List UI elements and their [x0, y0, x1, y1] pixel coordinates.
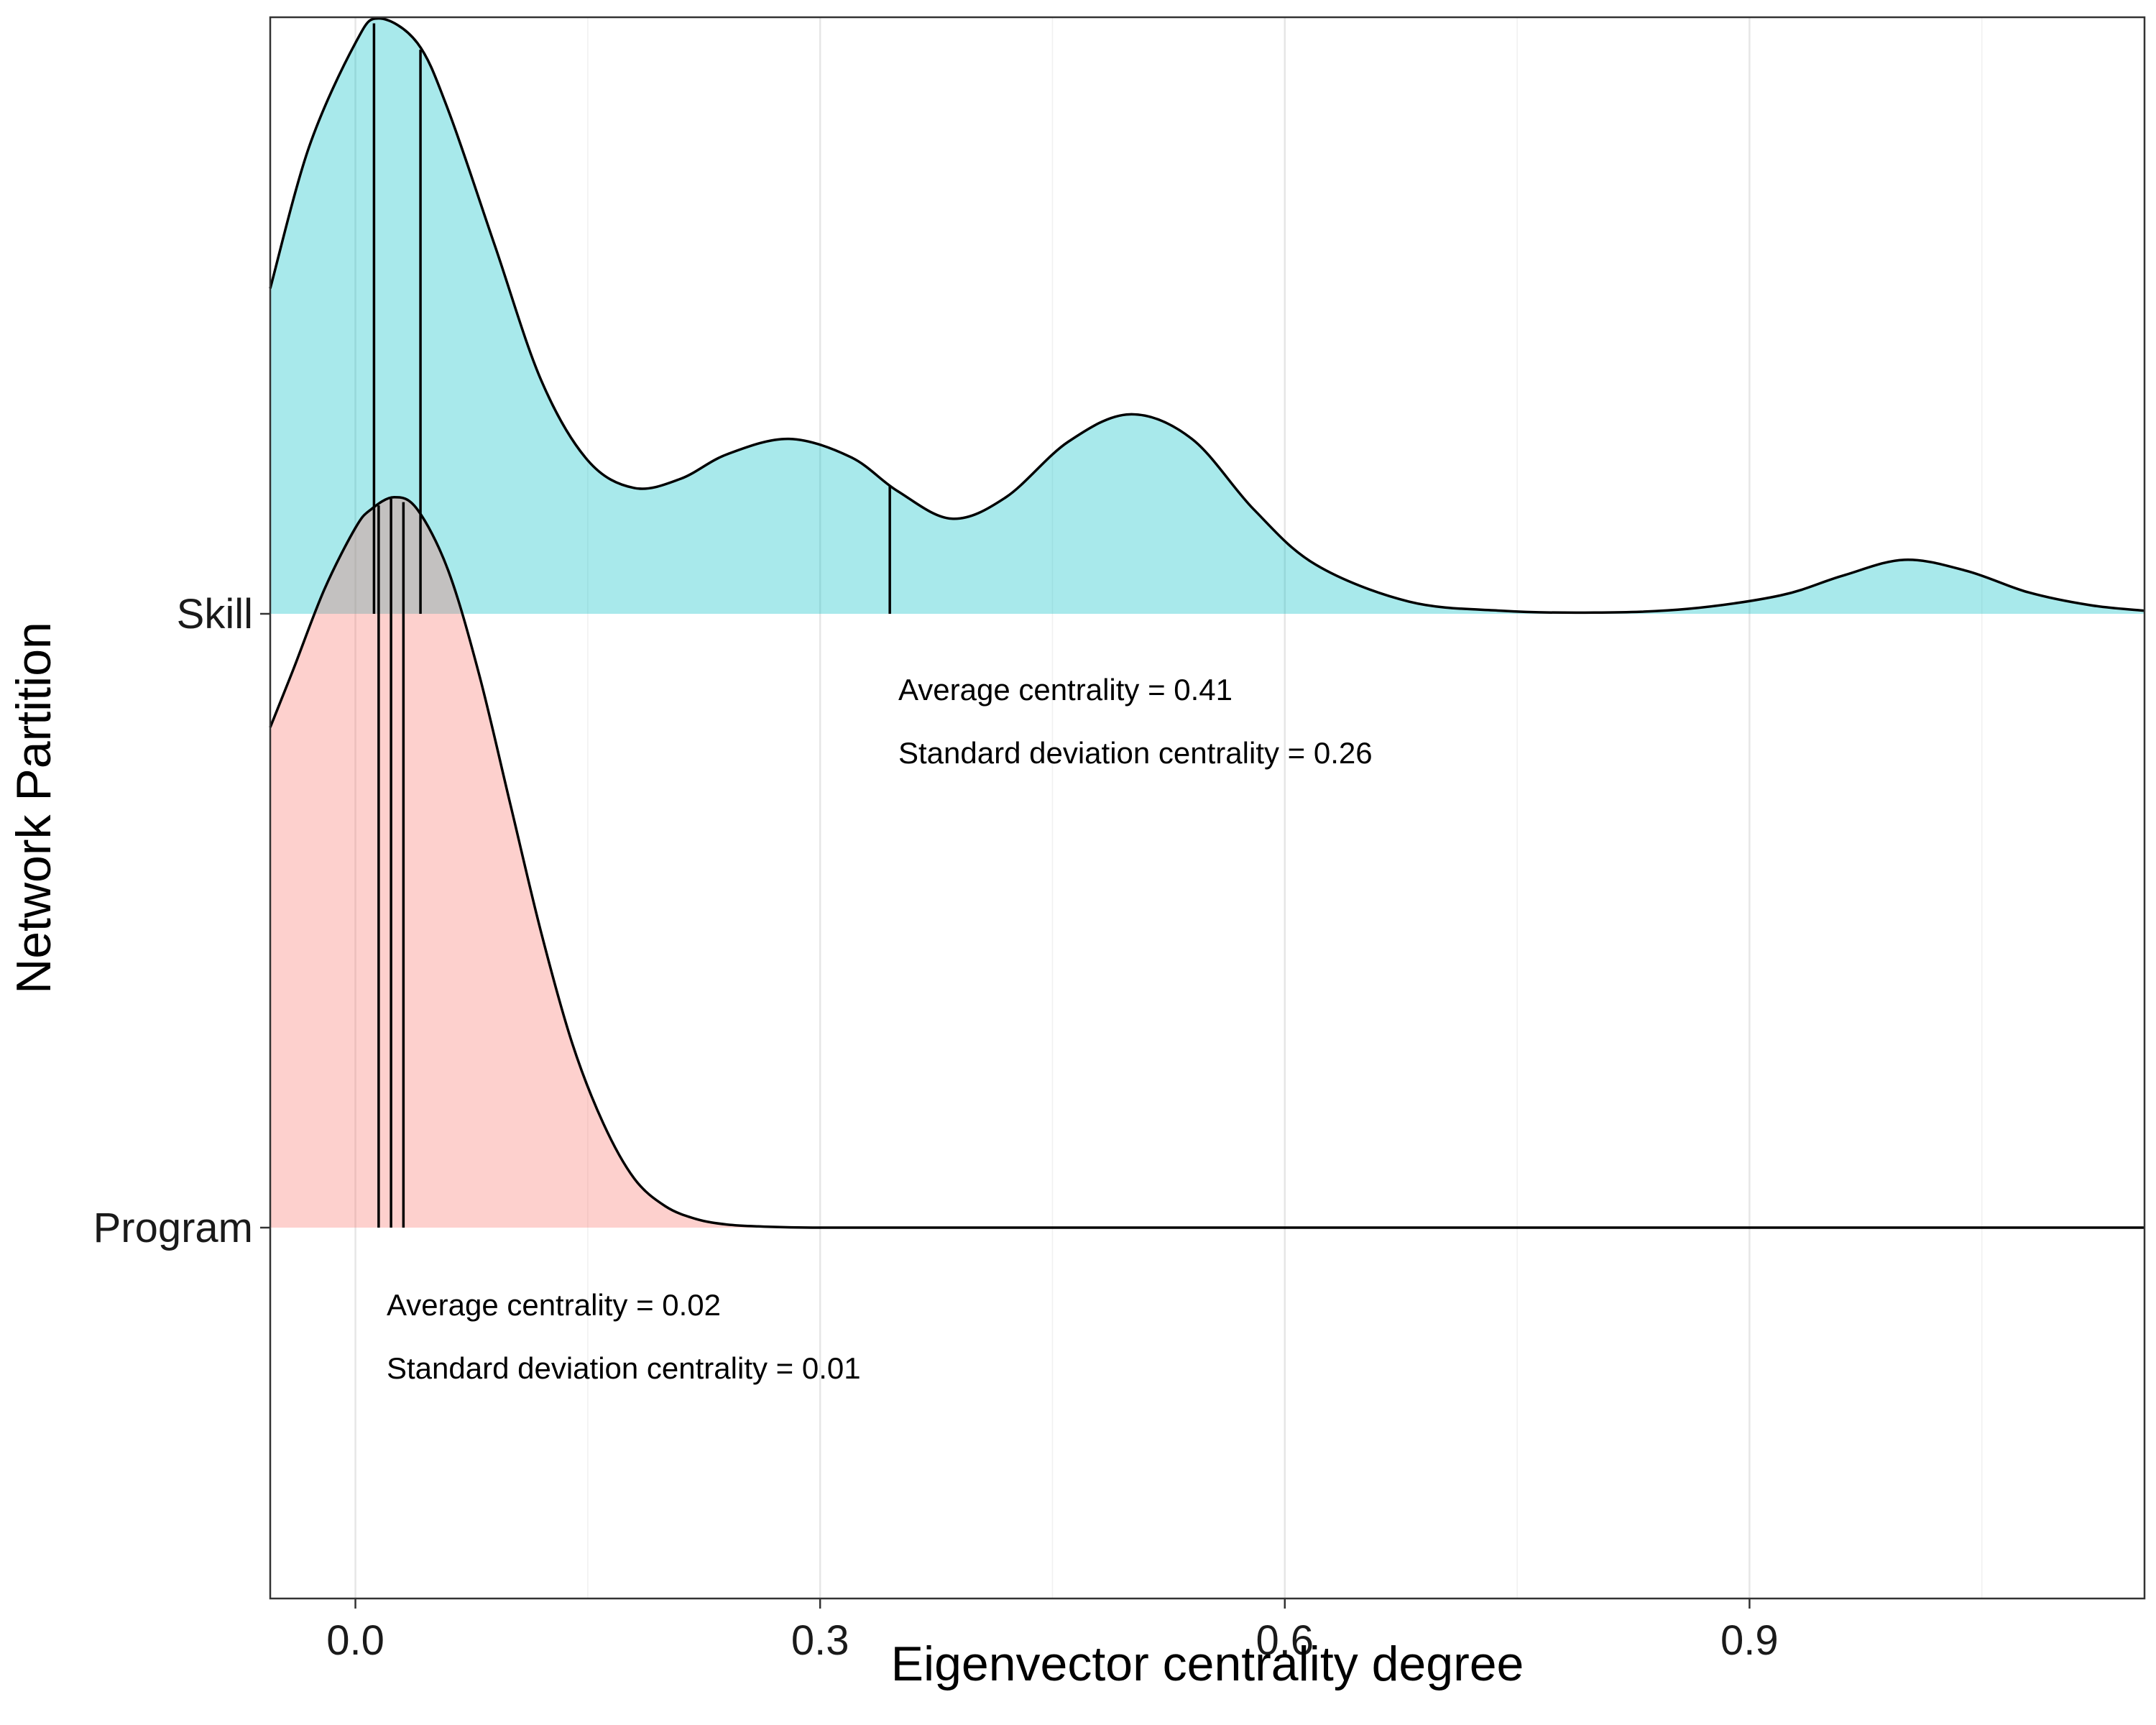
annotation-label: Standard deviation centrality = 0.26 [898, 736, 1373, 770]
y-tick-label: Skill [177, 591, 253, 638]
annotations: Average centrality = 0.41 Standard deviat… [387, 673, 1373, 1385]
ridge-outline-program [269, 495, 2145, 1229]
x-axis-title: Eigenvector centrality degree [891, 1637, 1524, 1691]
x-tick-label: 0.3 [791, 1617, 849, 1664]
ridge-outline-skill [269, 17, 2145, 615]
density-ridges [269, 17, 2145, 1229]
annotation-label: Average centrality = 0.02 [387, 1288, 721, 1322]
x-tick-label: 0.6 [1256, 1617, 1314, 1664]
quantile-lines [372, 23, 891, 1228]
grid-lines [354, 17, 1983, 1598]
ridge-fill-skill [270, 18, 2145, 615]
axes: 0.0 0.3 0.6 0.9 Skill Program [93, 591, 1779, 1664]
y-axis-title: Network Partition [6, 622, 61, 994]
ridge-fill-program [270, 497, 2145, 1228]
annotation-label: Average centrality = 0.41 [898, 673, 1233, 707]
x-tick-label: 0.0 [326, 1617, 384, 1664]
x-tick-label: 0.9 [1720, 1617, 1779, 1664]
annotation-label: Standard deviation centrality = 0.01 [387, 1351, 861, 1385]
panel-border [269, 16, 2146, 1600]
y-tick-label: Program [93, 1205, 253, 1251]
